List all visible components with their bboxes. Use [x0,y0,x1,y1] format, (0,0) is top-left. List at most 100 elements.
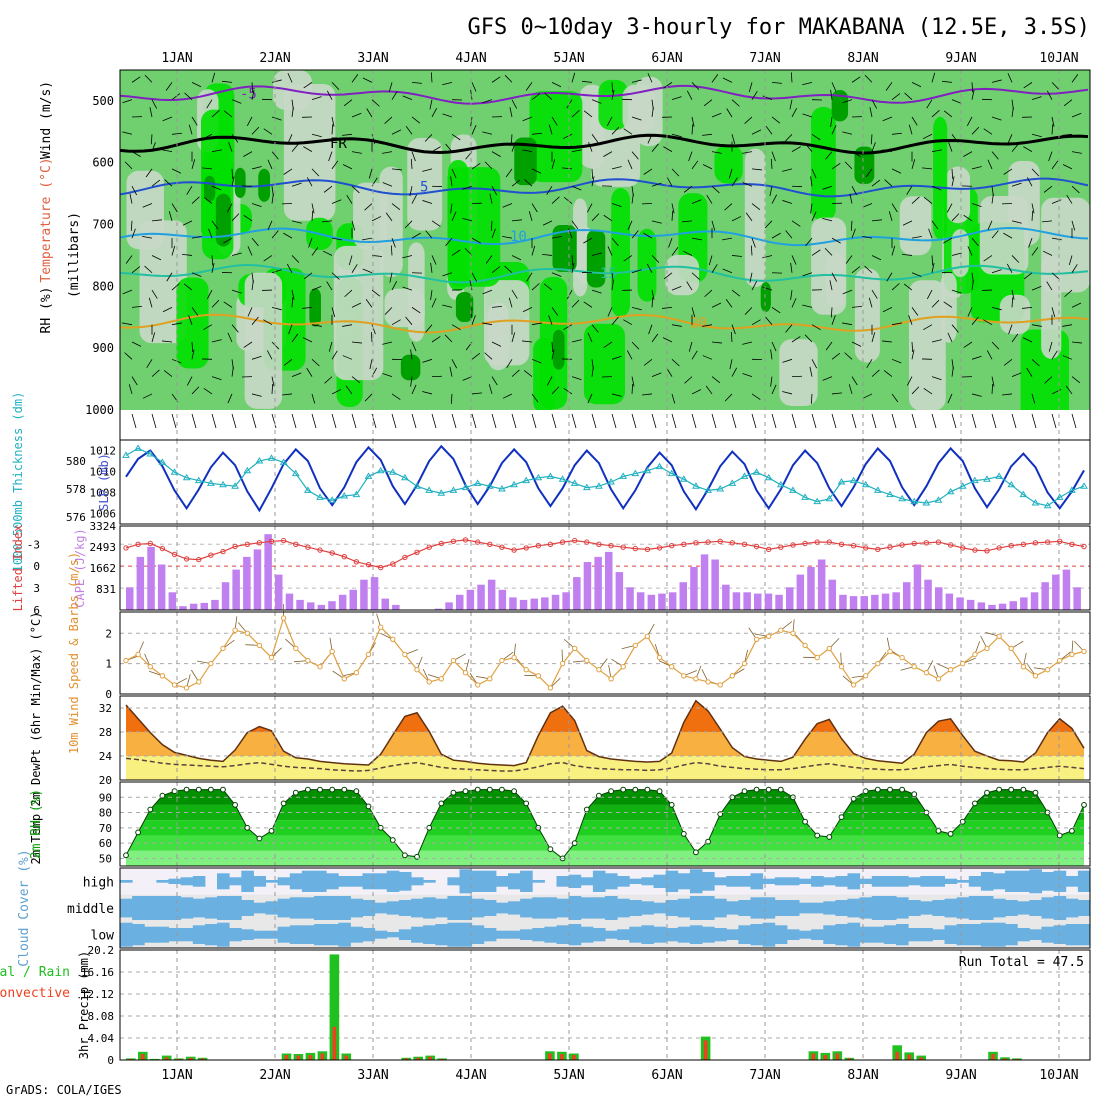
pressure-tick-label: 1000 [85,403,114,417]
cloud-cell [447,877,460,885]
wind-point [791,631,795,635]
cloud-cell [835,876,848,887]
date-label-top: 3JAN [357,51,388,66]
wind-point [839,665,843,669]
wind-point [1045,668,1049,672]
cloud-cell [714,899,727,918]
cape-bar [818,560,826,611]
rh2m-point [293,790,298,795]
cloud-cell [326,924,339,945]
wind-point [281,616,285,620]
cloud-cell [266,931,279,939]
cape-bar [456,595,464,610]
cloud-cell [654,903,667,914]
cape-bar [392,605,400,610]
cloud-cell [1054,925,1067,944]
precip-conv-bar [895,1052,899,1060]
cloud-cell [981,872,994,891]
date-label-bottom: 7JAN [749,1068,780,1083]
cloud-cell [193,899,206,918]
precip-tick-label: 0 [107,1054,114,1067]
wind-point [197,680,201,684]
cape-bar [701,554,709,610]
lifted-tick-label: -3 [27,538,40,551]
cape-bar [318,605,326,610]
cloud-cell [726,901,739,914]
rh2m-point [209,787,214,792]
rh2m-point [524,801,529,806]
cape-bar [658,594,666,610]
cloud-cell [156,927,169,943]
cloud-cell [423,880,436,883]
cloud-cell [350,927,363,943]
cloud-cell [1017,871,1030,892]
cloud-cell [387,901,400,914]
precip-conv-bar [548,1054,552,1061]
cloud-cell [848,899,861,918]
date-label-top: 9JAN [945,51,976,66]
footer-credit: GrADS: COLA/IGES [6,1083,122,1097]
wind-point [815,655,819,659]
wind-point [912,665,916,669]
wind-point [136,652,140,656]
rh2m-point [839,815,844,820]
cape-bar [1052,575,1060,610]
rh-blob [408,242,425,341]
wind-point [1021,665,1025,669]
isotherm-label: 10 [510,229,527,245]
wind-point [124,658,128,662]
rh2m-point [281,801,286,806]
rh2m-point [778,787,783,792]
wind-point [415,668,419,672]
cape-bar [467,590,475,610]
pressure-tick-label: 700 [92,218,114,232]
wind-point [500,658,504,662]
rh2m-point [330,787,335,792]
wind-point [184,686,188,690]
date-label-bottom: 3JAN [357,1068,388,1083]
cloud-cell [472,871,485,892]
cloud-cell [593,871,606,892]
cloud-cell [957,924,970,945]
rh2m-point [342,787,347,792]
wind-point [342,677,346,681]
cloud-cell [544,927,557,943]
cloud-cell [375,931,388,939]
wind-point [366,652,370,656]
cloud-cell [169,896,182,920]
cape-bar [829,580,837,610]
cloud-cell [763,879,776,884]
cape-bar [1020,597,1028,610]
cape-bar [988,605,996,610]
cape-bar [158,565,166,611]
cloud-cell [120,899,133,918]
wind-point [645,634,649,638]
wind-point [245,631,249,635]
cloud-cell [217,873,230,889]
wind-point [864,674,868,678]
cloud-cell [484,900,497,916]
cloud-cell [593,897,606,918]
cloud-cell [411,877,424,885]
pressure-tick-label: 500 [92,94,114,108]
rh-blob [980,196,1029,275]
rh2m-point [463,789,468,794]
cloud-cell [302,871,315,892]
rh2m-tick-label: 60 [99,837,112,850]
cape-bar [201,603,209,610]
rh2m-point [221,787,226,792]
cloud-cell [411,927,424,943]
rh2m-point [875,787,880,792]
cape-bar [914,565,922,611]
precip-conv-bar [560,1054,564,1060]
cloud-cell [1005,924,1018,945]
rh2m-point [172,789,177,794]
precip-conv-bar [345,1056,349,1060]
cape-bar [509,597,517,610]
rh2m-point [1009,787,1014,792]
rh2m-point [366,804,371,809]
cape-bar [541,597,549,610]
cloud-cell [702,872,715,891]
rh2m-point [754,787,759,792]
